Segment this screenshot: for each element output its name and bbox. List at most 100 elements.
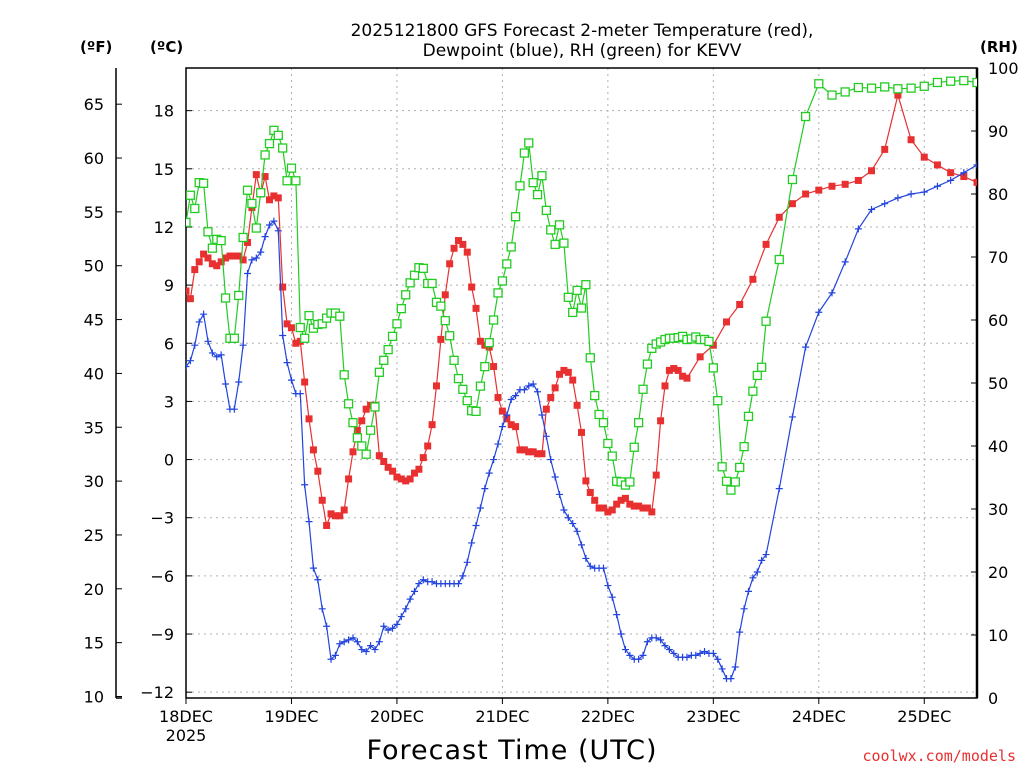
dewpoint-point — [639, 651, 647, 659]
rh-point — [339, 370, 349, 380]
dewpoint-point — [560, 506, 568, 514]
rh-point — [708, 363, 718, 373]
credit-link[interactable]: coolwx.com/models — [862, 747, 1016, 765]
dewpoint-point — [459, 572, 467, 580]
rh-point — [748, 386, 758, 396]
dewpoint-point — [248, 256, 256, 264]
fahrenheit-tick-label: 15 — [84, 634, 104, 653]
temperature-point — [305, 415, 313, 423]
rh-point — [866, 83, 877, 93]
dewpoint-point — [828, 289, 836, 297]
fahrenheit-tick-label: 50 — [84, 257, 104, 276]
rh-point — [186, 190, 196, 200]
dewpoint-point — [380, 622, 388, 630]
rh-point — [572, 285, 582, 296]
temperature-point — [599, 504, 607, 512]
rh-point — [352, 433, 363, 443]
rh-point — [190, 203, 200, 214]
rh-point — [730, 477, 740, 487]
dewpoint-point — [222, 380, 230, 388]
temperature-point — [960, 173, 968, 181]
rh-point — [449, 355, 459, 365]
temperature-point — [762, 240, 770, 248]
dewpoint-point — [375, 638, 383, 646]
temperature-point — [345, 475, 353, 483]
dewpoint-point — [626, 651, 634, 659]
dewpoint-point — [217, 351, 225, 359]
rh-point — [247, 198, 257, 209]
temperature-point — [578, 428, 585, 436]
temperature-point — [788, 200, 796, 208]
rh-point — [198, 178, 209, 188]
dewpoint-point — [894, 194, 902, 202]
dewpoint-point — [468, 539, 476, 547]
temperature-point — [208, 260, 216, 268]
rh-point — [242, 185, 253, 195]
rh-point — [528, 178, 538, 188]
dewpoint-point — [428, 578, 436, 586]
rh-point — [629, 442, 639, 452]
temperature-point — [630, 502, 638, 510]
dewpoint-point — [301, 481, 309, 489]
temperature-point — [397, 475, 405, 483]
dewpoint-point — [485, 469, 493, 477]
temperature-point — [657, 417, 665, 425]
rh-point — [945, 76, 956, 86]
rh-point — [800, 111, 811, 122]
celsius-tick-label: 6 — [164, 334, 174, 353]
rh-point — [607, 451, 617, 461]
temperature-point — [384, 463, 392, 471]
rh-point — [383, 344, 393, 355]
temperature-point — [222, 254, 230, 262]
fahrenheit-tick-label: 20 — [84, 580, 104, 599]
temperature-point — [362, 405, 370, 413]
temperature-point — [200, 250, 208, 258]
temperature-point — [604, 508, 612, 516]
temperature-point — [204, 254, 212, 262]
dewpoint-point — [287, 376, 295, 384]
rh-point — [537, 171, 547, 181]
rh-line — [186, 79, 977, 492]
dewpoint-point — [709, 649, 717, 657]
dewpoint-point — [960, 169, 968, 177]
dewpoint-point — [665, 646, 673, 654]
temperature-point — [217, 258, 225, 266]
temperature-point — [389, 467, 397, 475]
rh-point — [264, 138, 275, 149]
rh-point — [752, 370, 762, 381]
x-tick-label: 20DEC — [370, 707, 424, 726]
temperature-point — [476, 337, 484, 345]
rh-point — [445, 331, 455, 341]
dewpoint-point — [419, 576, 427, 584]
temperature-point — [437, 335, 445, 343]
rh-point — [286, 163, 297, 173]
temperature-point — [265, 196, 273, 204]
dewpoint-point — [881, 200, 889, 208]
temperature-point — [186, 287, 190, 295]
dewpoint-point — [661, 642, 669, 650]
temperature-point — [573, 401, 581, 409]
dewpoint-point — [635, 655, 643, 663]
temperature-point — [569, 376, 577, 384]
temperature-point — [235, 252, 243, 260]
temperature-point — [617, 496, 625, 504]
dewpoint-point — [252, 254, 260, 262]
dewpoint-point — [920, 188, 928, 196]
celsius-tick-label: −12 — [140, 683, 174, 702]
temperature-point — [775, 213, 783, 221]
rh-point — [453, 373, 464, 384]
dewpoint-point — [204, 337, 212, 345]
temperature-point — [261, 173, 269, 181]
rh-point — [396, 304, 406, 314]
x-tick-label: 21DEC — [475, 707, 529, 726]
dewpoint-point — [415, 580, 423, 588]
rh-point — [440, 315, 450, 326]
temperature-point — [380, 458, 388, 466]
rh-tick-label: 80 — [988, 185, 1008, 204]
temperature-point — [525, 448, 533, 456]
temperature-point — [274, 194, 282, 202]
temperature-point — [582, 477, 590, 485]
fahrenheit-tick-label: 55 — [84, 203, 104, 222]
dewpoint-point — [314, 576, 322, 584]
temperature-point — [635, 502, 643, 510]
